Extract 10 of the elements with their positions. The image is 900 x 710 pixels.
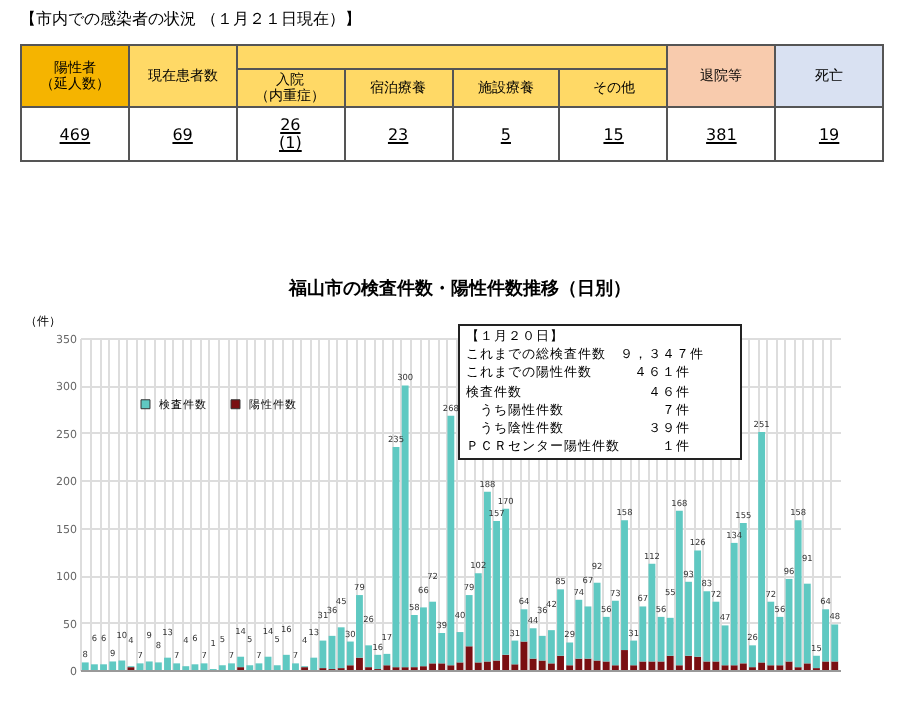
- text: 381: [706, 125, 737, 143]
- text: 5: [500, 125, 511, 143]
- chart-title: 福山市の検査件数・陽性件数推移（日別）: [287, 278, 631, 300]
- text: 15: [603, 125, 624, 143]
- text: 26 (1): [279, 115, 302, 153]
- text: 【市内での感染者の状況 （１月２１日現在）】: [20, 8, 364, 30]
- text: 69: [172, 125, 193, 143]
- text: 19: [818, 125, 840, 143]
- text: 23: [387, 125, 409, 143]
- text: 469: [59, 125, 91, 143]
